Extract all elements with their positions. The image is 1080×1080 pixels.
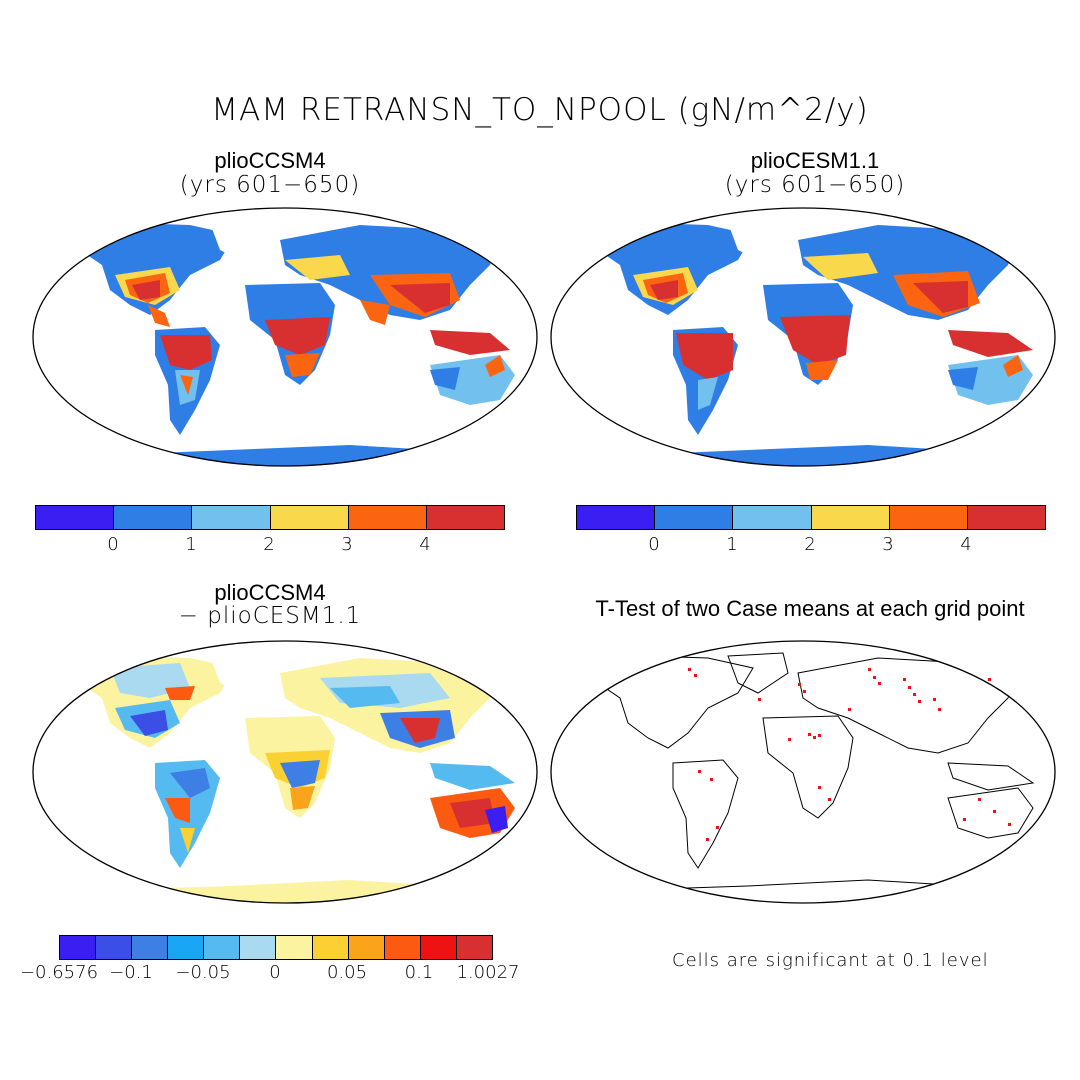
colorbar-3-tick: −0.6576 bbox=[19, 962, 99, 983]
colorbar-3-tick: −0.05 bbox=[175, 962, 231, 983]
panel-3-title: plioCCSM4 bbox=[214, 580, 326, 605]
colorbar-swatch bbox=[577, 506, 656, 529]
map-ttest bbox=[550, 640, 1056, 904]
colorbar-swatch bbox=[733, 506, 812, 529]
colorbar-swatch bbox=[168, 936, 205, 959]
colorbar-swatch bbox=[114, 506, 193, 529]
colorbar-swatch bbox=[312, 936, 349, 959]
colorbar-swatch bbox=[426, 506, 505, 529]
colorbar-2-tick: 2 bbox=[804, 534, 816, 555]
colorbar-3-tick: −0.1 bbox=[109, 962, 153, 983]
colorbar-swatch bbox=[811, 506, 890, 529]
colorbar-swatch bbox=[60, 936, 97, 959]
colorbar-swatch bbox=[420, 936, 457, 959]
colorbar-swatch bbox=[456, 936, 492, 959]
map-difference bbox=[32, 640, 538, 904]
colorbar-3-tick: 0 bbox=[269, 962, 281, 983]
colorbar-1-tick: 3 bbox=[341, 534, 353, 555]
colorbar-swatch bbox=[348, 936, 385, 959]
colorbar-3-tick: 0.05 bbox=[326, 962, 368, 983]
colorbar-1-tick: 4 bbox=[419, 534, 431, 555]
colorbar-swatch bbox=[655, 506, 734, 529]
colorbar-2-tick: 3 bbox=[882, 534, 894, 555]
colorbar-swatch bbox=[348, 506, 427, 529]
panel-2-title: plioCESM1.1 bbox=[750, 148, 880, 173]
map-plioCESM1.1 bbox=[550, 207, 1056, 467]
colorbar-swatch bbox=[192, 506, 271, 529]
colorbar-swatch bbox=[36, 506, 115, 529]
map-plioCCSM4 bbox=[32, 207, 538, 467]
significance-note: Cells are significant at 0.1 level bbox=[672, 950, 989, 971]
panel-3-subtitle: − plioCESM1.1 bbox=[178, 603, 362, 629]
colorbar-swatch bbox=[270, 506, 349, 529]
colorbar-1-tick: 2 bbox=[263, 534, 275, 555]
panel-1-title: plioCCSM4 bbox=[214, 148, 326, 173]
colorbar-difference bbox=[59, 935, 493, 960]
colorbar-absolute-left bbox=[35, 505, 505, 530]
colorbar-swatch bbox=[276, 936, 313, 959]
panel-4-title: T-Test of two Case means at each grid po… bbox=[595, 596, 1025, 621]
panel-1-subtitle: (yrs 601−650) bbox=[179, 172, 361, 198]
colorbar-1-tick: 1 bbox=[185, 534, 197, 555]
colorbar-3-tick: 0.1 bbox=[404, 962, 434, 983]
colorbar-2-tick: 4 bbox=[960, 534, 972, 555]
colorbar-swatch bbox=[96, 936, 133, 959]
colorbar-swatch bbox=[240, 936, 277, 959]
colorbar-swatch bbox=[889, 506, 968, 529]
colorbar-swatch bbox=[132, 936, 169, 959]
colorbar-swatch bbox=[967, 506, 1046, 529]
figure-title: MAM RETRANSN_TO_NPOOL (gN/m^2/y) bbox=[211, 92, 869, 128]
colorbar-3-tick: 1.0027 bbox=[456, 962, 520, 983]
colorbar-absolute-right bbox=[576, 505, 1046, 530]
colorbar-2-tick: 0 bbox=[648, 534, 660, 555]
colorbar-swatch bbox=[384, 936, 421, 959]
colorbar-2-tick: 1 bbox=[726, 534, 738, 555]
panel-2-subtitle: (yrs 601−650) bbox=[724, 172, 906, 198]
colorbar-1-tick: 0 bbox=[107, 534, 119, 555]
colorbar-swatch bbox=[204, 936, 241, 959]
